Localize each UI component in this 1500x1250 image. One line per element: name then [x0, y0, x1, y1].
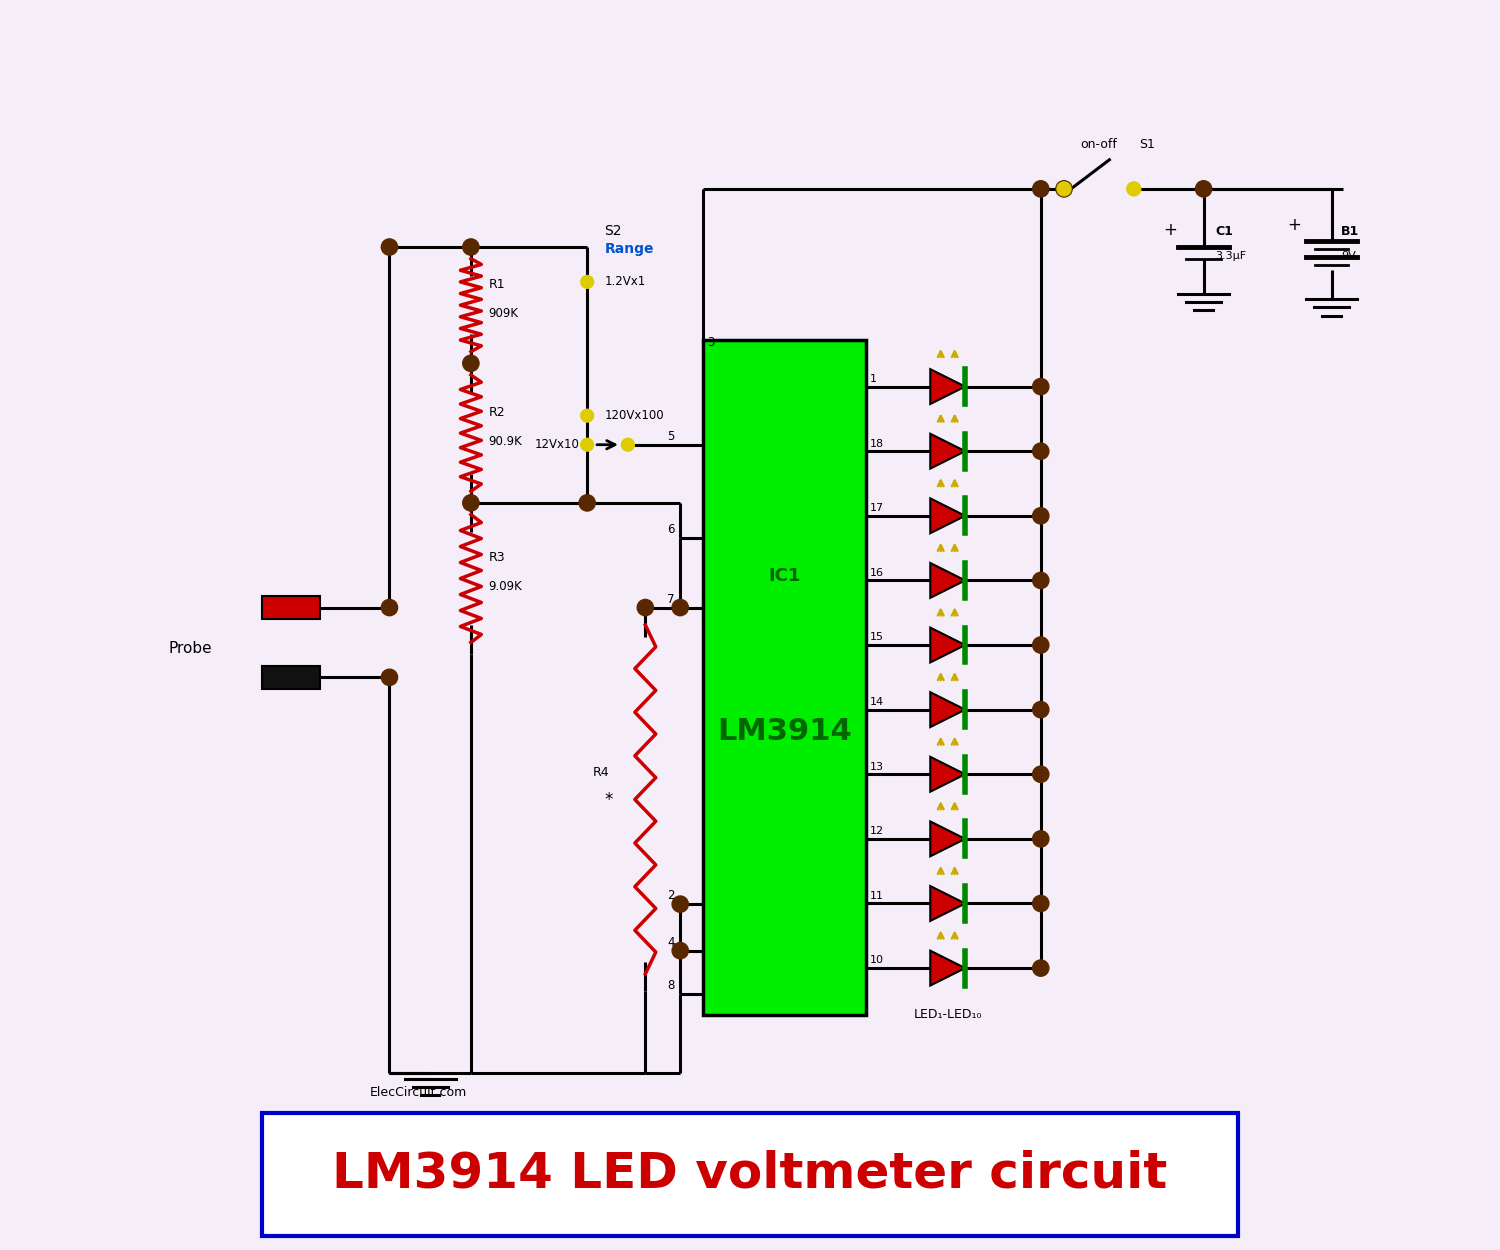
- Text: Range: Range: [604, 241, 654, 256]
- Text: 11: 11: [870, 891, 883, 901]
- Text: 5: 5: [668, 430, 675, 442]
- Circle shape: [1056, 181, 1072, 198]
- Text: 14: 14: [870, 698, 883, 708]
- Text: 90.9K: 90.9K: [489, 435, 522, 447]
- Text: 9.09K: 9.09K: [489, 580, 522, 592]
- Circle shape: [1032, 895, 1048, 911]
- Circle shape: [1032, 572, 1048, 589]
- Circle shape: [1032, 960, 1048, 976]
- Circle shape: [1058, 182, 1071, 196]
- Bar: [261, 1114, 1239, 1235]
- Text: 6: 6: [668, 522, 675, 536]
- Text: R4: R4: [592, 766, 609, 779]
- Bar: [261, 666, 320, 689]
- Circle shape: [1126, 182, 1142, 196]
- Polygon shape: [930, 951, 964, 985]
- Polygon shape: [930, 756, 964, 791]
- Text: +: +: [1162, 221, 1178, 240]
- Text: 3.3μF: 3.3μF: [1215, 251, 1246, 261]
- Text: 8: 8: [668, 979, 675, 992]
- Text: 12: 12: [870, 826, 883, 836]
- Text: 9V: 9V: [1341, 251, 1356, 261]
- Circle shape: [1032, 508, 1048, 524]
- Text: LM3914 LED voltmeter circuit: LM3914 LED voltmeter circuit: [333, 1150, 1167, 1198]
- Bar: [704, 340, 867, 1015]
- Text: 4: 4: [668, 936, 675, 949]
- Polygon shape: [930, 821, 964, 856]
- Circle shape: [1032, 766, 1048, 782]
- Circle shape: [621, 439, 634, 451]
- Circle shape: [462, 355, 478, 371]
- Circle shape: [1032, 831, 1048, 848]
- Text: 12Vx10: 12Vx10: [536, 439, 579, 451]
- Polygon shape: [930, 693, 964, 728]
- Text: 120Vx100: 120Vx100: [604, 409, 664, 422]
- Text: 17: 17: [870, 504, 883, 514]
- Text: 1: 1: [870, 374, 877, 384]
- Circle shape: [381, 600, 398, 616]
- Text: 10: 10: [870, 955, 883, 965]
- Circle shape: [580, 275, 594, 289]
- Circle shape: [381, 669, 398, 685]
- Text: 13: 13: [870, 761, 883, 771]
- Polygon shape: [930, 886, 964, 921]
- Bar: [261, 596, 320, 619]
- Text: 16: 16: [870, 568, 883, 578]
- Circle shape: [672, 600, 688, 616]
- Circle shape: [579, 495, 596, 511]
- Circle shape: [1032, 638, 1048, 654]
- Text: R2: R2: [489, 406, 506, 419]
- Circle shape: [580, 409, 594, 422]
- Text: 909K: 909K: [489, 306, 519, 320]
- Circle shape: [1032, 442, 1048, 459]
- Text: 2: 2: [668, 890, 675, 902]
- Text: B1: B1: [1341, 225, 1359, 239]
- Circle shape: [1196, 181, 1212, 198]
- Polygon shape: [930, 369, 964, 404]
- Polygon shape: [930, 434, 964, 469]
- Text: S1: S1: [1140, 139, 1155, 151]
- Circle shape: [381, 239, 398, 255]
- Text: IC1: IC1: [768, 568, 801, 585]
- Circle shape: [1032, 379, 1048, 395]
- Text: +: +: [1287, 215, 1300, 234]
- Text: 3: 3: [706, 336, 714, 349]
- Circle shape: [462, 239, 478, 255]
- Text: R3: R3: [489, 551, 506, 564]
- Text: Probe: Probe: [168, 641, 211, 656]
- Text: C1: C1: [1215, 225, 1233, 239]
- Circle shape: [462, 495, 478, 511]
- Circle shape: [638, 600, 654, 616]
- Polygon shape: [930, 628, 964, 662]
- Circle shape: [672, 896, 688, 912]
- Text: 7: 7: [668, 592, 675, 606]
- Circle shape: [580, 439, 594, 451]
- Circle shape: [1032, 701, 1048, 718]
- Text: S2: S2: [604, 225, 622, 239]
- Text: 18: 18: [870, 439, 883, 449]
- Circle shape: [672, 942, 688, 959]
- Polygon shape: [930, 562, 964, 598]
- Text: LM3914: LM3914: [717, 716, 852, 746]
- Circle shape: [1032, 181, 1048, 198]
- Text: on-off: on-off: [1080, 139, 1118, 151]
- Text: R1: R1: [489, 278, 506, 291]
- Polygon shape: [930, 499, 964, 534]
- Text: 1.2Vx1: 1.2Vx1: [604, 275, 646, 289]
- Text: *: *: [604, 791, 613, 809]
- Text: ElecCircuit.com: ElecCircuit.com: [370, 1086, 466, 1099]
- Text: LED₁-LED₁₀: LED₁-LED₁₀: [914, 1008, 982, 1021]
- Text: 15: 15: [870, 632, 883, 642]
